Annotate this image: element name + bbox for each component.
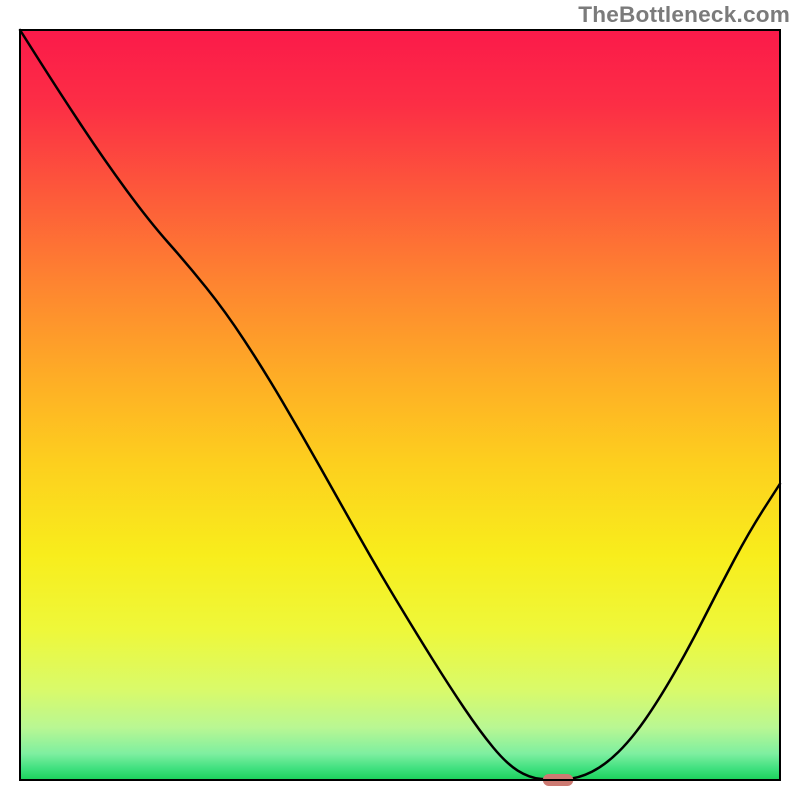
- watermark-text: TheBottleneck.com: [578, 2, 790, 28]
- chart-container: TheBottleneck.com: [0, 0, 800, 800]
- bottleneck-chart: [0, 0, 800, 800]
- chart-background: [20, 30, 780, 780]
